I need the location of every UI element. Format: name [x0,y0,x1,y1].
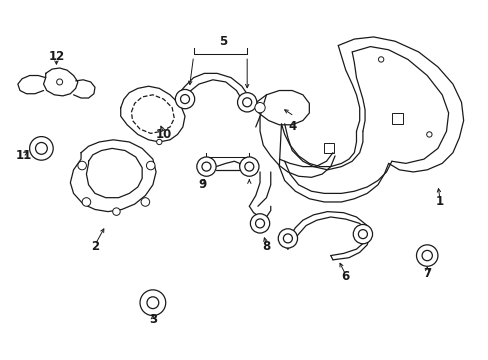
Text: 2: 2 [91,240,99,253]
Circle shape [180,95,189,104]
Circle shape [378,57,383,62]
Circle shape [36,143,47,154]
Circle shape [57,79,62,85]
Text: 10: 10 [155,128,171,141]
Circle shape [156,139,162,145]
Circle shape [250,214,269,233]
Text: 8: 8 [262,240,270,253]
Circle shape [358,230,366,239]
Text: 6: 6 [341,270,349,283]
Text: 5: 5 [219,35,227,48]
Circle shape [202,162,210,171]
Text: 9: 9 [198,178,206,191]
Text: 7: 7 [422,267,430,280]
Circle shape [352,225,372,244]
Circle shape [239,157,259,176]
Bar [391,113,402,124]
Circle shape [30,136,53,160]
Circle shape [242,98,251,107]
Circle shape [82,198,91,206]
Circle shape [140,290,165,316]
Circle shape [283,234,292,243]
Text: 4: 4 [287,121,296,134]
Circle shape [112,208,120,215]
Circle shape [237,93,256,112]
Circle shape [426,132,431,137]
Circle shape [255,219,264,228]
Circle shape [254,103,264,113]
Circle shape [196,157,216,176]
Text: 11: 11 [16,149,32,162]
Circle shape [244,162,253,171]
Text: 3: 3 [148,313,157,327]
Circle shape [141,198,149,206]
Circle shape [146,161,155,170]
Circle shape [278,229,297,248]
Bar [324,143,333,153]
Circle shape [175,89,194,109]
Circle shape [416,245,437,266]
Text: 1: 1 [435,195,443,208]
Circle shape [421,251,431,261]
Text: 12: 12 [48,50,64,63]
Circle shape [78,161,86,170]
Circle shape [147,297,159,309]
